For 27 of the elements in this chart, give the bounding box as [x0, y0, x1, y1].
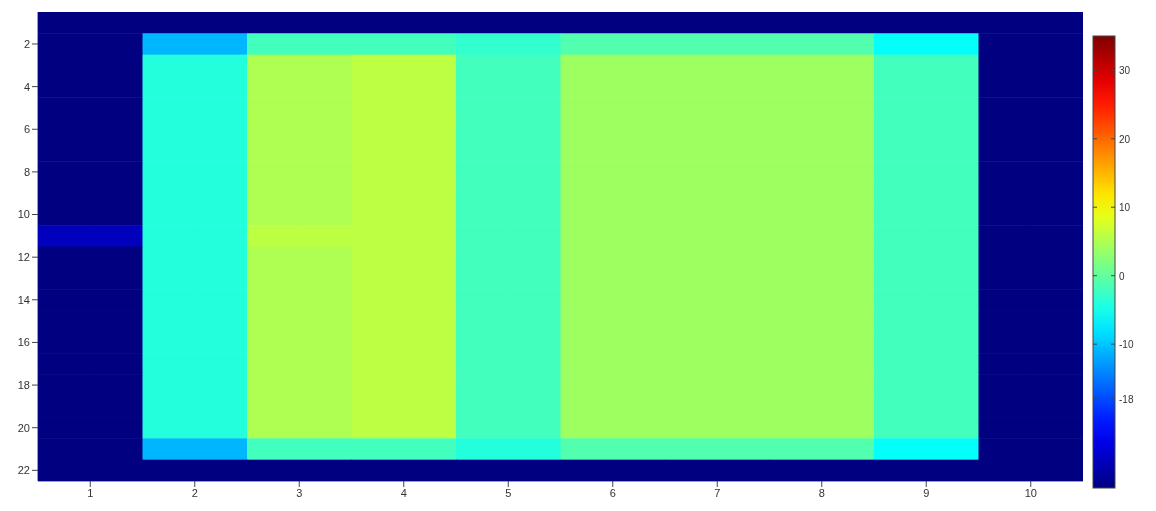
x-tick-label: 5: [505, 486, 512, 499]
y-tick-label: 22: [17, 464, 30, 477]
x-tick-label: 1: [87, 486, 94, 499]
y-tick-label: 14: [17, 293, 30, 306]
y-tick-label: 18: [17, 378, 30, 391]
color-bar-label: -10: [1119, 339, 1134, 351]
y-tick-label: 4: [23, 80, 30, 93]
color-bar-label: -18: [1119, 393, 1134, 405]
x-tick-label: 7: [714, 486, 721, 499]
y-tick-label: 20: [17, 421, 30, 434]
y-tick-label: 10: [17, 208, 30, 221]
y-tick-label: 12: [17, 251, 30, 264]
x-tick-label: 3: [296, 486, 303, 499]
y-tick-label: 2: [23, 37, 30, 50]
x-tick-label: 10: [1024, 486, 1037, 499]
color-bar-label: 0: [1119, 270, 1125, 282]
y-tick-label: 16: [17, 336, 30, 349]
color-bar-label: 10: [1119, 202, 1131, 214]
y-tick-label: 8: [23, 165, 30, 178]
x-tick-label: 2: [191, 486, 198, 499]
x-tick-label: 6: [609, 486, 616, 499]
x-tick-label: 8: [818, 486, 825, 499]
x-tick-label: 4: [400, 486, 407, 499]
y-tick-label: 6: [23, 123, 30, 136]
color-bar-label: 20: [1119, 133, 1131, 145]
color-bar-label: 30: [1119, 65, 1131, 77]
x-tick-label: 9: [923, 486, 930, 499]
